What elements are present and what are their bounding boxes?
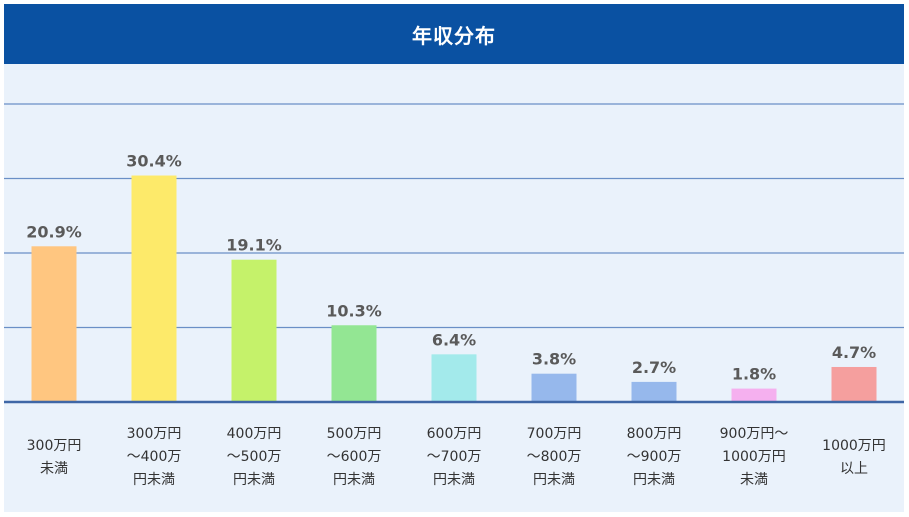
- bar: [331, 325, 377, 402]
- bar: [131, 175, 177, 402]
- bar: [531, 373, 577, 402]
- data-label: 6.4%: [432, 330, 476, 349]
- bar: [31, 246, 77, 402]
- bar: [431, 354, 477, 402]
- chart-card: 年収分布 20.9% 300万円未満 30.4% 300万円～400万円未満 19.1%…: [4, 4, 904, 512]
- data-label: 1.8%: [732, 365, 776, 384]
- bar: [831, 366, 877, 402]
- data-label: 19.1%: [226, 236, 282, 255]
- category-label: 300万円未満: [27, 438, 82, 477]
- bar: [231, 259, 277, 402]
- data-label: 30.4%: [126, 152, 182, 171]
- category-label: 400万円～500万円未満: [227, 426, 282, 488]
- category-label: 500万円～600万円未満: [327, 426, 382, 488]
- data-label: 4.7%: [832, 343, 876, 362]
- category-label: 300万円～400万円未満: [127, 426, 182, 488]
- data-label: 3.8%: [532, 350, 576, 369]
- bar: [631, 381, 677, 402]
- category-label: 700万円～800万円未満: [527, 426, 582, 488]
- chart-title: 年収分布: [412, 23, 496, 48]
- data-label: 2.7%: [632, 358, 676, 377]
- bar-chart: 20.9% 300万円未満 30.4% 300万円～400万円未満 19.1% 400万円…: [4, 103, 904, 488]
- chart-header: 年収分布: [4, 4, 904, 64]
- data-label: 20.9%: [26, 222, 82, 241]
- category-label: 1000万円以上: [822, 438, 886, 477]
- category-label: 600万円～700万円未満: [427, 426, 482, 488]
- category-label: 800万円～900万円未満: [627, 426, 682, 488]
- category-label: 900万円～ 1000万円未満: [720, 426, 789, 488]
- data-label: 10.3%: [326, 301, 382, 320]
- bar: [731, 388, 777, 402]
